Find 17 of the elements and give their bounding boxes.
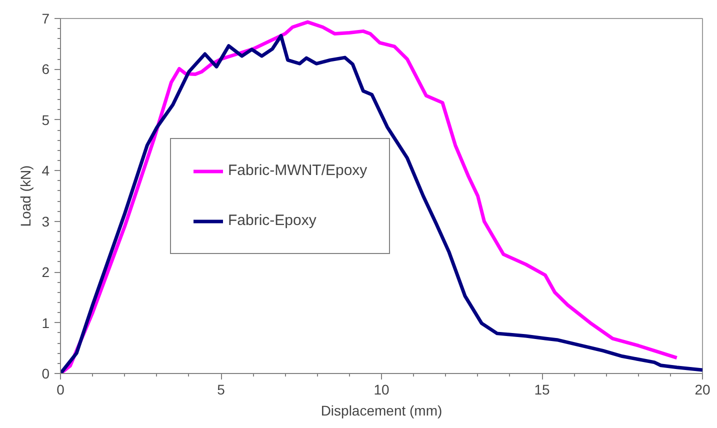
x-tick-label: 20	[694, 382, 710, 398]
x-tick-label: 0	[56, 382, 65, 398]
y-axis-title: Load (kN)	[18, 165, 34, 227]
legend-label: Fabric-MWNT/Epoxy	[228, 162, 368, 179]
y-tick-label: 0	[42, 366, 50, 382]
legend-label: Fabric-Epoxy	[228, 212, 316, 229]
x-tick-label: 10	[374, 382, 390, 398]
x-tick-label: 15	[534, 382, 550, 398]
y-tick-label: 1	[42, 314, 50, 331]
x-tick-label: 5	[217, 382, 226, 398]
x-axis-title: Displacement (mm)	[320, 402, 442, 418]
y-tick-label: 3	[42, 213, 50, 230]
y-tick-label: 6	[42, 61, 50, 78]
y-tick-label: 2	[42, 264, 50, 280]
y-tick-label: 4	[42, 162, 50, 179]
y-tick-label: 5	[42, 112, 50, 128]
y-tick-label: 7	[42, 10, 50, 26]
